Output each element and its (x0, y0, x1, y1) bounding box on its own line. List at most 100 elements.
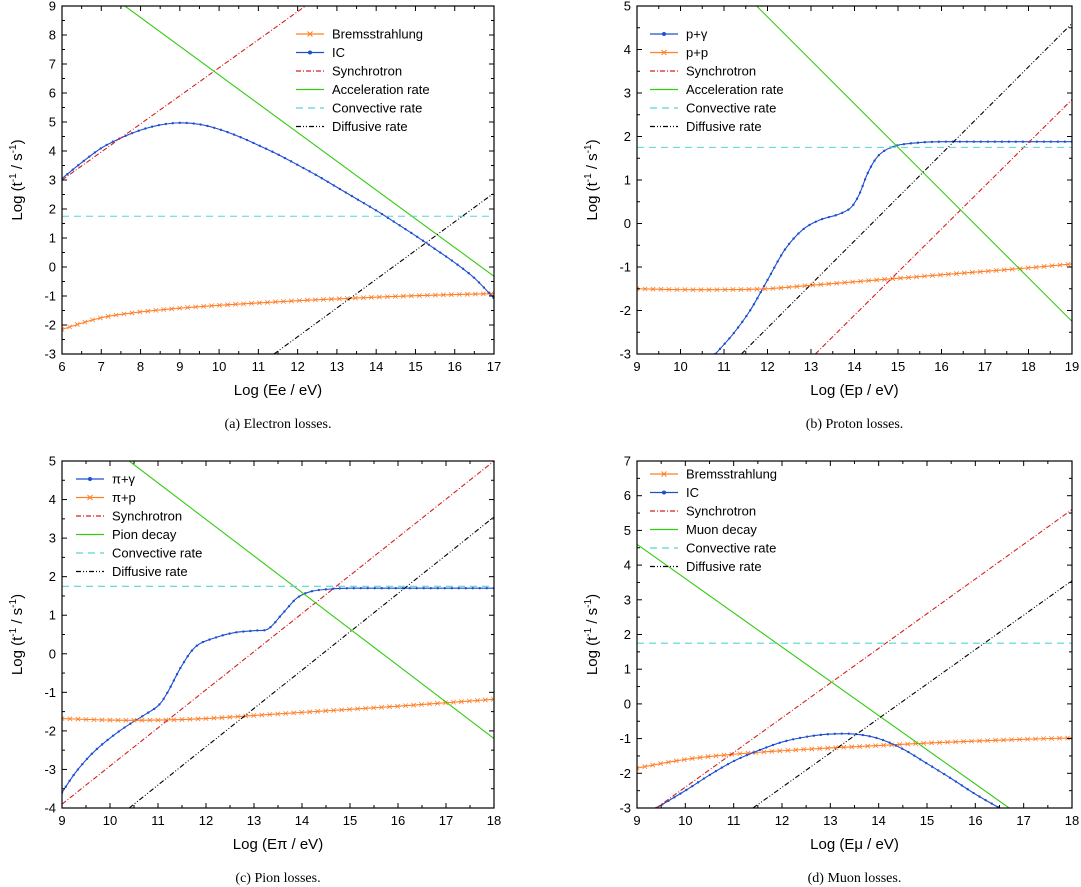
series-marker (730, 287, 736, 293)
series-marker (718, 347, 722, 351)
series-marker (456, 263, 459, 266)
series-marker (257, 300, 262, 306)
series-marker (467, 271, 470, 275)
series-marker (972, 140, 976, 143)
series-marker (434, 700, 440, 706)
series-marker (953, 739, 959, 745)
series-marker (356, 198, 360, 201)
series-marker (875, 736, 878, 740)
series-marker (408, 587, 411, 590)
series-marker (936, 769, 940, 772)
series-marker (272, 299, 278, 305)
series-marker (480, 291, 486, 297)
legend-label: IC (332, 45, 345, 60)
series-marker (745, 753, 749, 757)
x-tick-label: 11 (252, 359, 266, 374)
plot-area (62, 6, 494, 354)
series-marker (100, 743, 104, 746)
x-tick-label: 11 (727, 813, 741, 828)
legend-marker (308, 50, 312, 55)
series-marker (99, 717, 105, 723)
series-marker (82, 159, 85, 163)
series-marker (82, 319, 88, 325)
series-marker (802, 283, 808, 289)
y-tick-label: -2 (619, 303, 631, 318)
legend: Bremsstrahlung IC Synchrotron Muon decay Con… (650, 467, 777, 574)
series-line-bremsstrahlung (637, 737, 1072, 769)
x-tick-label: 11 (151, 813, 165, 828)
series-marker (296, 163, 299, 166)
series-marker (840, 211, 844, 215)
x-tick-label: 18 (1021, 359, 1035, 374)
series-marker (93, 151, 97, 154)
series-marker (251, 712, 257, 718)
y-tick-label: 1 (624, 173, 631, 188)
series-marker (166, 691, 169, 695)
y-tick-label: 4 (49, 144, 56, 159)
series-marker (650, 762, 656, 768)
series-marker (211, 715, 217, 721)
series-marker (433, 247, 436, 250)
series-marker (105, 143, 108, 147)
series-marker (267, 711, 273, 717)
series-marker (241, 301, 247, 307)
series-marker (673, 758, 679, 764)
y-tick-label: 6 (49, 86, 56, 101)
x-tick-label: 17 (487, 359, 501, 374)
series-marker (264, 147, 268, 150)
y-tick-label: 2 (49, 202, 56, 217)
series-marker (855, 197, 859, 201)
series-marker (820, 217, 824, 221)
series-marker (424, 292, 430, 298)
series-marker (436, 587, 439, 590)
series-marker (691, 785, 694, 788)
series-marker (380, 587, 383, 590)
series-marker (274, 620, 277, 624)
series-marker (395, 703, 401, 709)
series-marker (163, 717, 169, 723)
series-marker (107, 717, 113, 723)
series-marker (344, 191, 348, 194)
legend-label: Convective rate (332, 101, 422, 116)
series-marker (833, 732, 836, 736)
series-marker (762, 284, 766, 288)
series-marker (221, 634, 224, 637)
series-line-p-p (637, 263, 1072, 291)
series-marker (123, 717, 129, 723)
series-marker (269, 625, 272, 629)
series-marker (674, 287, 680, 293)
series-marker (245, 138, 249, 142)
series-marker (99, 147, 102, 150)
series-marker (882, 276, 888, 282)
series-marker (849, 744, 855, 750)
series-marker (865, 743, 871, 749)
series-marker (440, 292, 446, 298)
series-marker (299, 709, 305, 715)
series-marker (164, 122, 167, 126)
y-tick-label: 3 (624, 86, 631, 101)
series-marker (732, 331, 736, 335)
series-marker (858, 278, 864, 284)
series-marker (873, 159, 876, 162)
series-marker (759, 290, 762, 294)
series-marker (1033, 736, 1039, 742)
series-marker (969, 269, 975, 275)
series-marker (422, 587, 425, 590)
x-tick-label: 9 (633, 359, 640, 374)
series-marker (338, 187, 342, 191)
x-axis-label: Log (Ee / eV) (234, 382, 322, 399)
series-marker (302, 166, 305, 170)
x-tick-label: 13 (247, 813, 261, 828)
x-tick-label: 14 (847, 359, 861, 374)
series-marker (411, 702, 416, 708)
series-marker (457, 587, 460, 590)
series-marker (898, 275, 904, 281)
x-tick-label: 18 (487, 813, 501, 828)
x-axis-label: Log (Ep / eV) (810, 382, 898, 399)
series-marker (739, 756, 742, 760)
series-marker (1007, 140, 1011, 143)
series-marker (958, 140, 962, 143)
series-marker (416, 293, 422, 299)
series-marker (1041, 264, 1047, 269)
